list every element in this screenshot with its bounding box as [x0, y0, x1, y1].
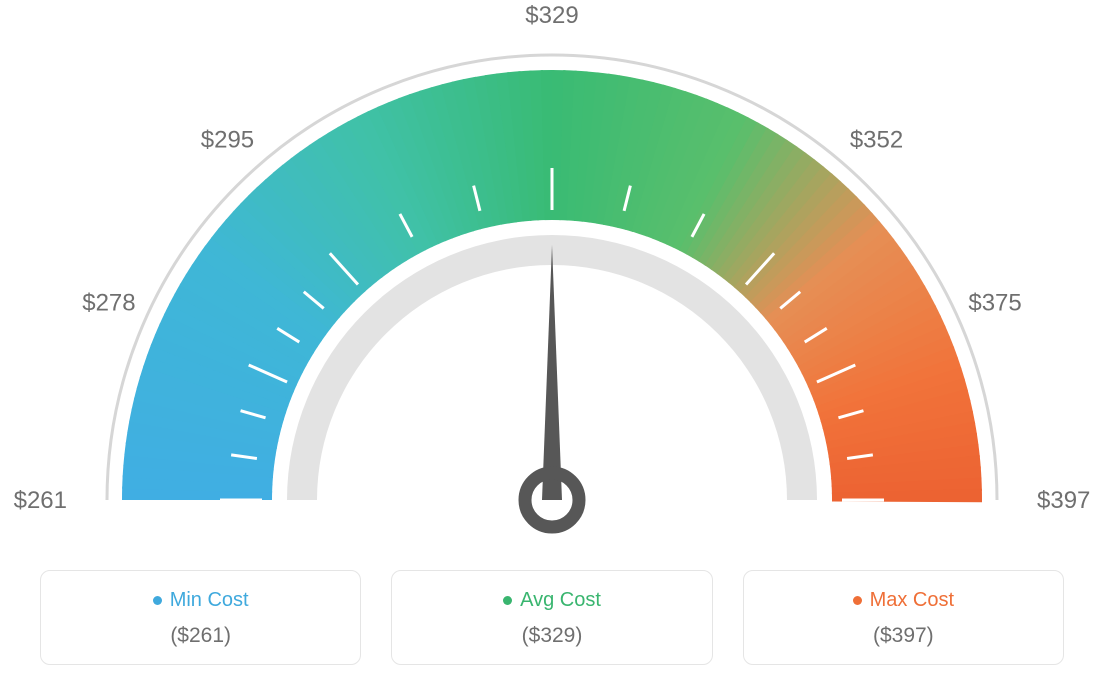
- legend-title-avg: Avg Cost: [503, 589, 601, 612]
- legend-row: Min Cost ($261) Avg Cost ($329) Max Cost…: [0, 570, 1104, 665]
- gauge-tick-label: $329: [525, 2, 578, 29]
- gauge-chart: $261 $278 $295 $329 $352 $375 $397: [0, 0, 1104, 560]
- legend-title-text: Min Cost: [170, 589, 249, 612]
- gauge-tick-label: $261: [14, 487, 67, 514]
- legend-title-min: Min Cost: [153, 589, 249, 612]
- gauge-tick-label: $375: [968, 290, 1021, 317]
- legend-value-min: ($261): [51, 624, 350, 648]
- dot-icon: [153, 596, 162, 605]
- legend-title-max: Max Cost: [853, 589, 954, 612]
- legend-card-avg: Avg Cost ($329): [391, 570, 712, 665]
- legend-title-text: Max Cost: [870, 589, 954, 612]
- gauge-tick-label: $352: [850, 127, 903, 154]
- dot-icon: [503, 596, 512, 605]
- gauge-tick-label: $278: [82, 290, 135, 317]
- gauge-tick-label: $295: [201, 127, 254, 154]
- legend-card-min: Min Cost ($261): [40, 570, 361, 665]
- legend-card-max: Max Cost ($397): [743, 570, 1064, 665]
- gauge-tick-label: $397: [1037, 487, 1090, 514]
- legend-title-text: Avg Cost: [520, 589, 601, 612]
- gauge-needle: [542, 245, 562, 500]
- legend-value-avg: ($329): [402, 624, 701, 648]
- legend-value-max: ($397): [754, 624, 1053, 648]
- dot-icon: [853, 596, 862, 605]
